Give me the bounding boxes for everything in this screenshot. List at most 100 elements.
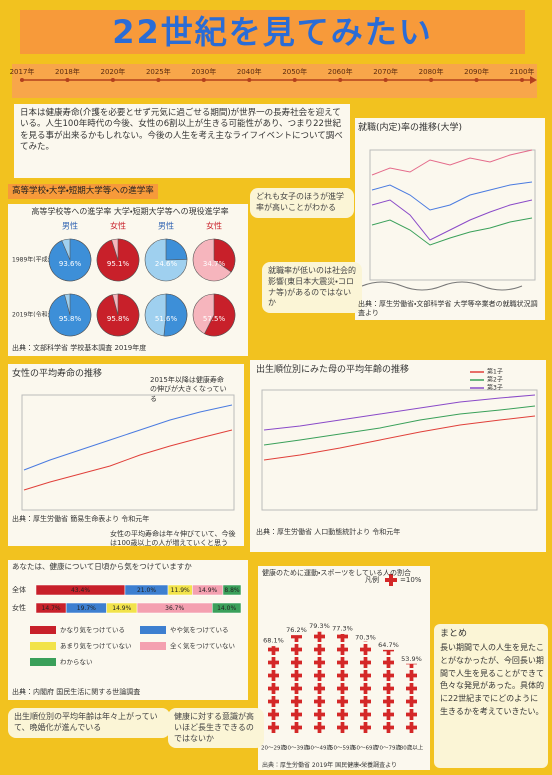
timeline-dot xyxy=(429,78,434,82)
cross-icon xyxy=(360,709,371,720)
employment-panel xyxy=(355,118,545,320)
timeline-dot xyxy=(20,78,24,82)
bar-label: 14.0% xyxy=(217,605,236,612)
cross-icon xyxy=(383,683,394,694)
timeline-year: 2030年 xyxy=(191,67,216,76)
pictogram-column xyxy=(314,631,325,733)
legend-label: 全く気をつけていない xyxy=(170,641,235,650)
cross-icon xyxy=(337,683,348,694)
timeline-year: 2100年 xyxy=(510,67,535,76)
survey-source: 出典：内閣府 国民生活に関する世論調査 xyxy=(12,688,141,696)
cross-icon xyxy=(314,631,325,642)
pie-label: 24.6% xyxy=(155,260,178,268)
pictogram-column xyxy=(383,649,394,733)
timeline-year: 2090年 xyxy=(464,67,489,76)
pie-label: 95.8% xyxy=(59,315,82,323)
row-label: 1989年(平成元年) xyxy=(12,256,62,264)
cross-icon xyxy=(406,709,417,720)
pie-slice xyxy=(213,238,236,273)
bar-label: 14.9% xyxy=(198,587,217,594)
cross-icon xyxy=(406,683,417,694)
cross-icon xyxy=(268,696,279,707)
intro-text: 日本は健康寿命(介護を必要とせず元気に過ごせる期間)が世界一の長寿社会を迎えてい… xyxy=(20,108,343,153)
cross-icon xyxy=(314,696,325,707)
cross-icon xyxy=(406,722,417,733)
cross-icon xyxy=(268,722,279,733)
value-label: 70.3% xyxy=(355,634,376,642)
life-heading: 女性の平均寿命の推移 xyxy=(12,369,103,379)
cross-icon xyxy=(337,696,348,707)
cross-icon xyxy=(360,657,371,668)
legend-swatch xyxy=(30,658,56,666)
bar-label: 14.9% xyxy=(112,605,131,612)
summary-panel xyxy=(434,624,548,768)
timeline-year: 2040年 xyxy=(237,67,262,76)
cross-icon xyxy=(406,663,417,668)
pie-label: 95.1% xyxy=(107,260,130,268)
pictogram-column xyxy=(291,635,302,733)
legend-swatch xyxy=(140,642,166,650)
column-label: 男性 xyxy=(158,221,174,231)
poster-title: 22世紀を見てみたい xyxy=(20,10,525,54)
summary-heading: まとめ xyxy=(440,629,468,639)
value-label: 64.7% xyxy=(378,641,399,649)
life-panel xyxy=(8,364,244,546)
pie-slice xyxy=(204,293,236,337)
life-sketch xyxy=(21,394,235,511)
cross-icon xyxy=(337,722,348,733)
cross-icon xyxy=(291,696,302,707)
bar-label: 11.9% xyxy=(171,587,190,594)
mother-source: 出典：厚生労働省 人口動態統計より 令和元年 xyxy=(256,528,401,536)
legend-label: わからない xyxy=(60,658,93,666)
cross-icon xyxy=(360,722,371,733)
health-source: 出典：厚生労働省 2019年 国民健康・栄養調査より xyxy=(262,762,398,769)
employment-heading: 就職(内定)率の推移(大学) xyxy=(358,123,463,133)
pictogram-column xyxy=(406,663,417,733)
summary-text: 長い期間で人の人生を見たことがなかったが、今回長い期間で人生を見ることができて色… xyxy=(440,643,544,716)
value-label: 76.2% xyxy=(286,626,307,634)
cross-icon xyxy=(360,644,371,655)
timeline-year: 2018年 xyxy=(55,67,80,76)
bar-label: 14.7% xyxy=(42,605,61,612)
mother-heading: 出生順位別にみた母の平均年齢の推移 xyxy=(256,365,410,375)
timeline-dot xyxy=(520,78,524,82)
cross-icon xyxy=(268,646,279,655)
timeline-year: 2017年 xyxy=(10,67,35,76)
value-label: 68.1% xyxy=(263,636,284,644)
cross-icon xyxy=(268,657,279,668)
sketch-wave xyxy=(361,281,523,291)
timeline-dot xyxy=(292,78,297,82)
cross-icon xyxy=(314,644,325,655)
pie-label: 51.6% xyxy=(155,315,178,323)
cross-icon xyxy=(383,696,394,707)
timeline-dot xyxy=(247,78,252,82)
row-label: 2019年(令和元年) xyxy=(12,311,62,319)
pie-slice xyxy=(163,293,188,337)
legend-label: 第1子 xyxy=(487,368,503,376)
category-label: 40〜49歳 xyxy=(307,744,332,752)
cross-icon xyxy=(337,633,348,642)
legend-label: かなり気をつけている xyxy=(60,625,125,634)
mother-panel xyxy=(250,360,546,552)
note: 出生順位別の平均年齢は年々上がっていて、晩婚化が進んでいる xyxy=(8,708,170,738)
timeline-year: 2070年 xyxy=(373,67,398,76)
value-label: 77.3% xyxy=(332,625,353,633)
cross-icon xyxy=(383,649,394,655)
pie-slice xyxy=(96,293,140,337)
note: どれも女子のほうが進学率が高いことがわかる xyxy=(250,188,354,218)
cross-icon xyxy=(383,722,394,733)
cross-icon xyxy=(291,722,302,733)
intro-panel xyxy=(14,104,350,178)
cross-icon xyxy=(383,670,394,681)
cross-icon xyxy=(314,722,325,733)
column-label: 女性 xyxy=(110,221,126,231)
cross-icon xyxy=(268,709,279,720)
cross-icon xyxy=(291,709,302,720)
cross-icon xyxy=(360,696,371,707)
legend-label: 第3子 xyxy=(487,384,503,392)
legend-swatch xyxy=(140,626,166,634)
cross-icon xyxy=(314,683,325,694)
timeline-year: 2050年 xyxy=(282,67,307,76)
